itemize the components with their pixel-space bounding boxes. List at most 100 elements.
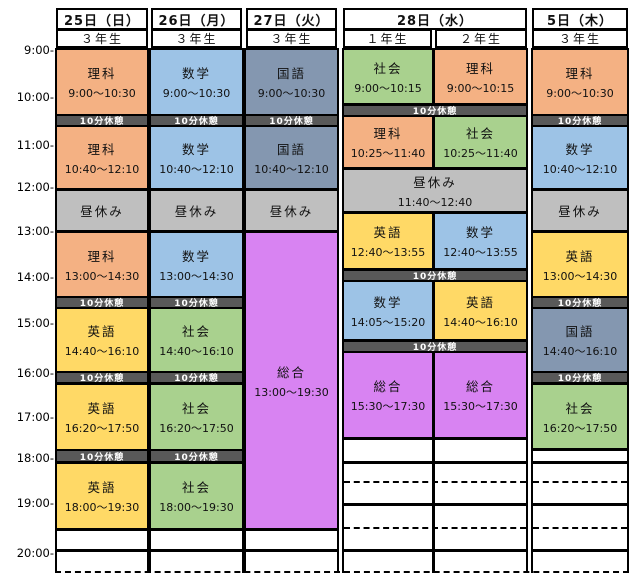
- class-cell[interactable]: 数学 10:40～12:10: [533, 127, 627, 188]
- empty-cell: [344, 464, 432, 503]
- empty-cell: [57, 552, 147, 573]
- class-cell[interactable]: 理科 10:25～11:40: [344, 117, 432, 167]
- lunch-label: 昼休み: [558, 204, 602, 219]
- class-subject: 数学: [181, 66, 211, 81]
- empty-cell: [435, 464, 526, 503]
- lunch-cell[interactable]: 昼休み: [57, 191, 147, 230]
- lunch-label: 昼休み: [80, 204, 124, 219]
- lunch-label: 昼休み: [269, 204, 314, 219]
- time-label: 10:00-: [16, 90, 54, 104]
- grade-header-wed-2[interactable]: ２年生: [435, 29, 527, 48]
- empty-cell: [344, 552, 432, 573]
- class-subject: 理科: [373, 126, 403, 141]
- grade-header-mon[interactable]: ３年生: [151, 29, 242, 48]
- class-subject: 総合: [373, 379, 403, 394]
- class-time: 13:00～14:30: [64, 269, 140, 283]
- dashed-grid-line: [344, 527, 526, 529]
- class-cell[interactable]: 総合 13:00～19:30: [246, 233, 337, 528]
- day-header-wed[interactable]: 28日（水）: [343, 8, 527, 30]
- break-band: 10分休憩: [151, 451, 242, 463]
- class-cell[interactable]: 英語 14:40～16:10: [435, 282, 526, 339]
- lunch-cell[interactable]: 昼休み: [246, 191, 337, 230]
- class-cell[interactable]: 英語 12:40～13:55: [344, 214, 432, 268]
- class-cell[interactable]: 数学 14:05～15:20: [344, 282, 432, 339]
- time-label: 12:00-: [16, 180, 54, 194]
- class-subject: 理科: [465, 60, 495, 76]
- empty-cell: [344, 440, 432, 461]
- lunch-cell[interactable]: 昼休み 11:40～12:40: [344, 170, 526, 211]
- class-time: 12:40～13:55: [350, 246, 426, 259]
- class-subject: 社会: [181, 324, 211, 339]
- empty-cell: [151, 552, 242, 573]
- class-time: 16:20～17:50: [64, 422, 140, 435]
- empty-cell: [246, 552, 337, 573]
- class-subject: 社会: [181, 480, 211, 495]
- day-header-mon[interactable]: 26日（月）: [151, 8, 242, 30]
- time-label: 19:00-: [16, 496, 54, 510]
- class-subject: 社会: [465, 126, 495, 141]
- class-subject: 数学: [465, 225, 495, 240]
- day-header-sun[interactable]: 25日（日）: [56, 8, 148, 30]
- time-label: 11:00-: [16, 138, 54, 152]
- class-cell[interactable]: 理科 9:00～10:15: [435, 50, 526, 103]
- time-label: 18:00-: [16, 451, 54, 465]
- class-cell[interactable]: 理科 13:00～14:30: [57, 233, 147, 296]
- class-cell[interactable]: 総合 15:30～17:30: [344, 353, 432, 437]
- class-cell[interactable]: 社会 9:00～10:15: [344, 50, 432, 103]
- class-time: 16:20～17:50: [159, 422, 234, 435]
- day-header-thu[interactable]: 5日（木）: [532, 8, 628, 30]
- lunch-cell[interactable]: 昼休み: [151, 191, 242, 230]
- class-cell[interactable]: 総合 15:30～17:30: [435, 353, 526, 437]
- class-cell[interactable]: 英語 18:00～19:30: [57, 464, 147, 528]
- grade-header-thu[interactable]: ３年生: [532, 29, 628, 48]
- time-label: 14:00-: [16, 270, 54, 284]
- time-label: 16:00-: [16, 366, 54, 380]
- class-time: 10:40～12:10: [64, 162, 140, 176]
- class-cell[interactable]: 英語 16:20～17:50: [57, 385, 147, 449]
- class-cell[interactable]: 理科 10:40～12:10: [57, 127, 147, 188]
- class-cell[interactable]: 社会 16:20～17:50: [533, 385, 627, 448]
- class-cell[interactable]: 国語 10:40～12:10: [246, 127, 337, 188]
- class-cell[interactable]: 英語 14:40～16:10: [57, 309, 147, 371]
- class-cell[interactable]: 数学 12:40～13:55: [435, 214, 526, 268]
- dashed-grid-line: [533, 481, 627, 483]
- class-time: 9:00～10:30: [68, 87, 136, 100]
- class-cell[interactable]: 理科 9:00～10:30: [57, 50, 147, 114]
- class-subject: 数学: [181, 248, 211, 264]
- empty-cell: [246, 531, 337, 549]
- class-cell[interactable]: 数学 13:00～14:30: [151, 233, 242, 296]
- class-cell[interactable]: 社会 16:20～17:50: [151, 385, 242, 449]
- class-time: 14:05～15:20: [350, 315, 426, 329]
- break-band: 10分休憩: [344, 342, 526, 353]
- class-cell[interactable]: 社会 14:40～16:10: [151, 309, 242, 371]
- break-band: 10分休憩: [533, 116, 627, 127]
- grade-header-wed-1[interactable]: １年生: [343, 29, 432, 48]
- empty-cell: [435, 440, 526, 461]
- class-time: 14:40～16:10: [443, 315, 518, 329]
- empty-cell: [435, 552, 526, 573]
- lunch-cell[interactable]: 昼休み: [533, 191, 627, 230]
- class-cell[interactable]: 英語 13:00～14:30: [533, 233, 627, 296]
- grade-header-sun[interactable]: ３年生: [56, 29, 148, 48]
- class-cell[interactable]: 数学 10:40～12:10: [151, 127, 242, 188]
- class-cell[interactable]: 数学 9:00～10:30: [151, 50, 242, 114]
- empty-cell: [533, 464, 627, 503]
- day-header-tue[interactable]: 27日（火）: [246, 8, 337, 30]
- break-band: 10分休憩: [151, 116, 242, 127]
- break-band: 10分休憩: [151, 373, 242, 384]
- lunch-label: 昼休み: [174, 204, 219, 219]
- class-cell[interactable]: 社会 10:25～11:40: [435, 117, 526, 167]
- class-subject: 国語: [276, 141, 306, 157]
- class-cell[interactable]: 社会 18:00～19:30: [151, 464, 242, 528]
- class-time: 9:00～10:30: [162, 87, 231, 100]
- class-time: 10:25～11:40: [443, 147, 518, 160]
- class-cell[interactable]: 理科 9:00～10:30: [533, 50, 627, 114]
- class-subject: 国語: [276, 66, 306, 81]
- time-label: 13:00-: [16, 224, 54, 238]
- break-band: 10分休憩: [533, 298, 627, 309]
- empty-cell: [533, 552, 627, 573]
- grade-header-tue[interactable]: ３年生: [246, 29, 337, 48]
- class-cell[interactable]: 国語 9:00～10:30: [246, 50, 337, 114]
- class-cell[interactable]: 国語 14:40～16:10: [533, 309, 627, 371]
- class-time: 13:00～14:30: [159, 269, 234, 283]
